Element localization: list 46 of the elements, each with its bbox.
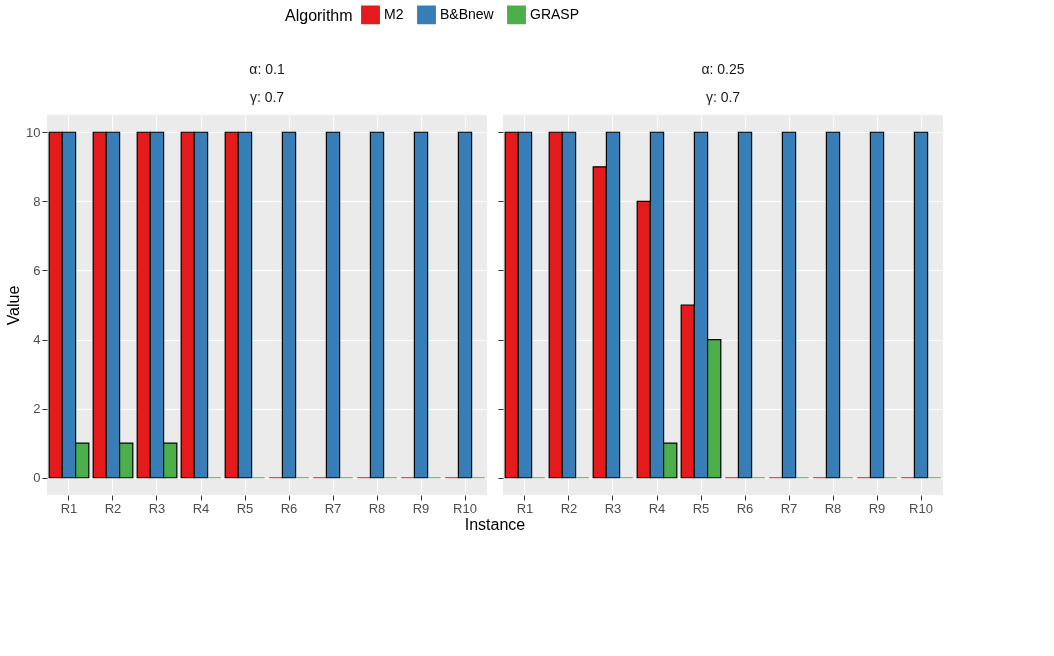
bar (913, 131, 929, 479)
x-tick-label: R5 (692, 500, 710, 516)
y-axis-title: Value (5, 285, 23, 326)
x-axis-title: Instance (464, 516, 526, 533)
x-tick-label: R8 (368, 500, 386, 516)
chart-title: α: 0.25 (701, 61, 745, 77)
y-tick-label: 8 (33, 193, 41, 209)
x-tick-label: R2 (104, 500, 122, 516)
bar (325, 131, 341, 479)
chart-title: α: 0.1 (249, 61, 285, 77)
y-tick-label: 6 (33, 262, 41, 278)
bar (825, 131, 841, 479)
bar (413, 131, 429, 479)
legend-label: B&Bnew (440, 5, 495, 22)
x-tick-label: R1 (516, 500, 534, 516)
legend-title: Algorithm (285, 7, 353, 24)
bar (369, 131, 385, 479)
chart-subtitle: γ: 0.7 (249, 89, 285, 105)
y-tick-label: 10 (26, 124, 41, 140)
y-tick-label: 4 (33, 332, 41, 348)
x-tick-label: R7 (780, 500, 798, 516)
x-tick-label: R5 (236, 500, 254, 516)
x-tick-label: R6 (280, 500, 298, 516)
x-tick-label: R1 (60, 500, 78, 516)
x-tick-label: R10 (453, 500, 477, 516)
x-tick-label: R2 (560, 500, 578, 516)
bar (737, 131, 753, 479)
x-tick-label: R3 (148, 500, 166, 516)
x-tick-label: R4 (192, 500, 210, 516)
bar (781, 131, 797, 479)
x-tick-label: R10 (909, 500, 933, 516)
x-tick-label: R7 (324, 500, 342, 516)
x-tick-label: R9 (868, 500, 886, 516)
bar (457, 131, 473, 479)
bar (281, 131, 297, 479)
x-tick-label: R3 (604, 500, 622, 516)
chart-subtitle: γ: 0.7 (705, 89, 741, 105)
x-tick-label: R4 (648, 500, 666, 516)
x-tick-label: R9 (412, 500, 430, 516)
y-tick-label: 2 (33, 401, 41, 417)
x-tick-label: R6 (736, 500, 754, 516)
y-tick-label: 0 (33, 470, 41, 486)
bar (869, 131, 885, 479)
legend-label: M2 (384, 5, 404, 22)
legend-label: GRASP (530, 5, 580, 22)
x-tick-label: R8 (824, 500, 842, 516)
